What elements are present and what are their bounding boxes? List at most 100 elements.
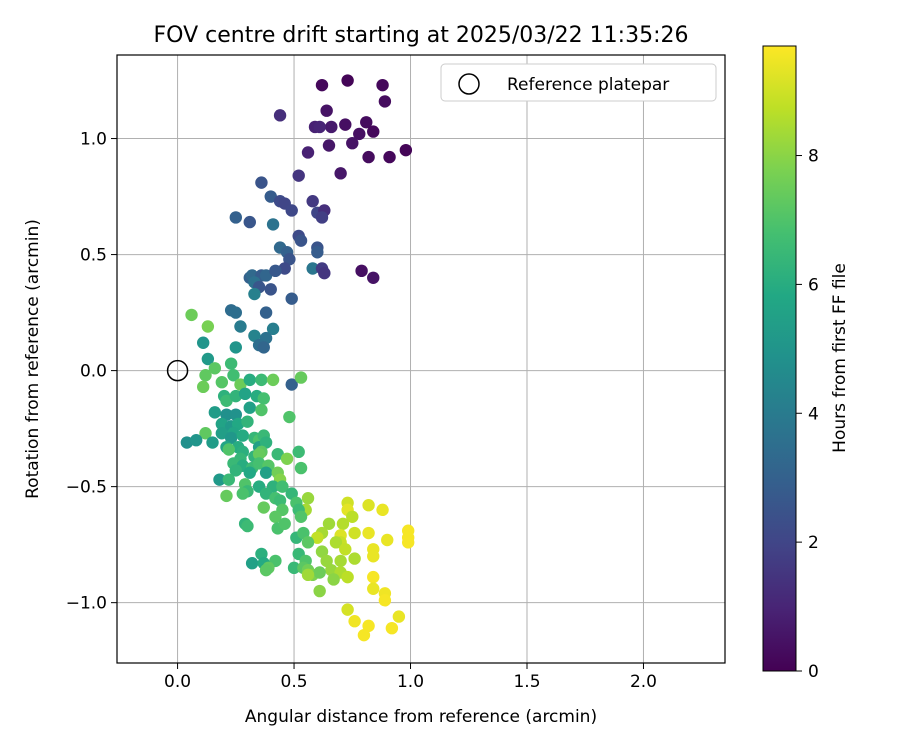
data-point <box>341 603 354 616</box>
data-point <box>199 369 212 382</box>
data-point <box>231 417 245 431</box>
data-point <box>241 519 254 533</box>
data-point <box>196 336 210 349</box>
data-point <box>325 563 338 577</box>
data-point <box>315 545 329 558</box>
data-point <box>294 461 308 475</box>
data-point <box>353 127 366 141</box>
data-point <box>271 447 284 461</box>
data-point <box>325 120 338 134</box>
data-point <box>294 510 308 524</box>
data-point <box>376 78 389 92</box>
plot-frame <box>116 54 726 664</box>
data-point <box>229 211 243 224</box>
data-point <box>213 473 226 486</box>
x-tick-label: 2.0 <box>630 672 657 692</box>
data-point <box>320 104 333 117</box>
data-point <box>278 262 291 275</box>
data-point <box>199 427 212 440</box>
data-point <box>264 190 277 203</box>
data-point <box>315 211 329 224</box>
grid <box>117 55 725 663</box>
colorbar-tick-label: 8 <box>808 147 819 167</box>
data-point <box>220 408 233 421</box>
data-point <box>236 487 249 500</box>
data-point <box>208 362 222 375</box>
data-point <box>196 380 210 394</box>
data-point <box>336 517 350 530</box>
data-point <box>339 118 352 131</box>
data-point <box>294 234 308 247</box>
data-point <box>313 120 326 134</box>
x-tick-label: 1.0 <box>397 672 424 692</box>
x-tick-label: 1.5 <box>513 672 540 692</box>
data-point <box>318 266 331 280</box>
data-point <box>243 401 256 414</box>
colorbar-label: Hours from first FF file <box>830 263 850 453</box>
data-point <box>348 615 361 628</box>
reference-platepar-marker <box>166 359 189 382</box>
data-point <box>376 503 389 517</box>
legend-label-reference: Reference platepar <box>507 75 669 95</box>
data-point <box>341 570 354 584</box>
data-point <box>245 557 259 570</box>
y-tick-label: −0.5 <box>66 478 107 498</box>
data-point <box>339 543 352 556</box>
data-point <box>264 283 277 296</box>
data-point <box>292 169 305 182</box>
data-point <box>285 487 298 500</box>
data-point <box>273 109 287 122</box>
data-point <box>301 568 315 582</box>
data-point <box>185 308 198 322</box>
data-point <box>215 427 229 440</box>
data-point <box>222 473 236 486</box>
data-point <box>301 146 315 159</box>
data-point <box>273 494 287 507</box>
colorbar-gradient <box>762 45 797 672</box>
x-tick-label: 0.5 <box>281 672 308 692</box>
data-point <box>346 510 359 524</box>
data-point <box>357 628 371 642</box>
data-point <box>287 561 301 575</box>
data-point <box>311 246 324 259</box>
x-axis-ticks: 0.0 0.5 1.0 1.5 2.0 <box>164 663 657 692</box>
data-point <box>229 341 243 354</box>
data-point <box>255 373 268 387</box>
data-point <box>229 464 243 477</box>
data-point <box>313 584 326 598</box>
colorbar-tick-label: 2 <box>808 533 819 553</box>
data-point <box>378 594 392 607</box>
data-point <box>229 389 243 403</box>
colorbar: 0 2 4 6 8 Hours from first FF file <box>762 45 850 682</box>
data-point <box>201 352 215 366</box>
data-point <box>301 492 315 505</box>
data-point <box>327 573 340 586</box>
y-axis-label: Rotation from reference (arcmin) <box>23 219 43 499</box>
data-point <box>313 566 326 579</box>
data-point <box>252 457 266 470</box>
scatter-points <box>180 74 415 642</box>
data-point <box>306 262 319 275</box>
data-point <box>401 536 415 549</box>
data-point <box>229 408 243 421</box>
data-point <box>269 510 282 524</box>
data-point <box>243 373 256 387</box>
legend-marker-reference <box>458 73 480 95</box>
data-point <box>320 554 333 568</box>
y-axis-ticks: −1.0 −0.5 0.0 0.5 1.0 <box>66 130 117 614</box>
data-point <box>334 167 347 180</box>
data-point <box>367 570 380 584</box>
data-point <box>285 204 298 217</box>
x-tick-label: 0.0 <box>164 672 191 692</box>
data-point <box>334 554 347 568</box>
data-point <box>362 619 375 633</box>
data-point <box>206 436 219 449</box>
colorbar-tick-label: 6 <box>808 275 819 295</box>
data-point <box>224 431 238 445</box>
data-point <box>252 447 266 461</box>
data-point <box>243 215 256 229</box>
data-point <box>348 526 361 540</box>
data-point <box>259 306 273 319</box>
data-point <box>378 95 392 108</box>
data-point <box>257 341 270 354</box>
